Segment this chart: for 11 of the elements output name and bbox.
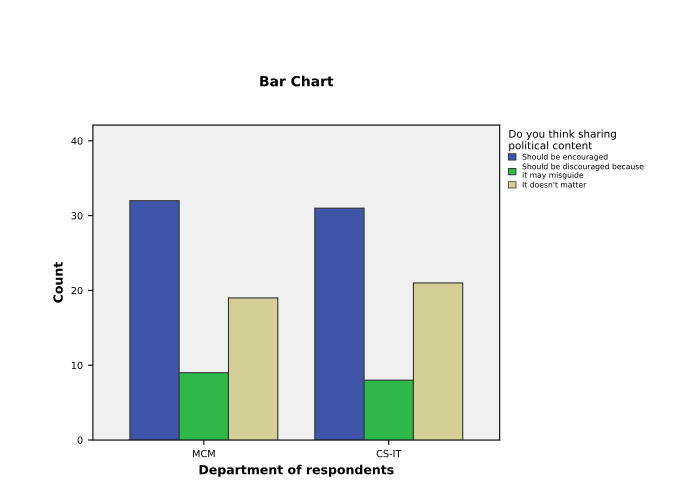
legend-title: Do you think sharing political content xyxy=(509,130,616,152)
y-tick-label: 20 xyxy=(72,286,83,294)
y-tick-label: 30 xyxy=(72,212,83,220)
y-tick-label: 10 xyxy=(72,362,83,370)
x-tick-label: MCM xyxy=(193,450,215,458)
x-tick-label: CS-IT xyxy=(376,450,402,458)
y-tick-label: 0 xyxy=(78,436,83,444)
chart-title: Bar Chart xyxy=(260,76,334,86)
y-axis-title: Count xyxy=(53,262,63,303)
x-axis-title: Department of respondents xyxy=(200,464,394,477)
y-tick-label: 40 xyxy=(71,137,83,145)
